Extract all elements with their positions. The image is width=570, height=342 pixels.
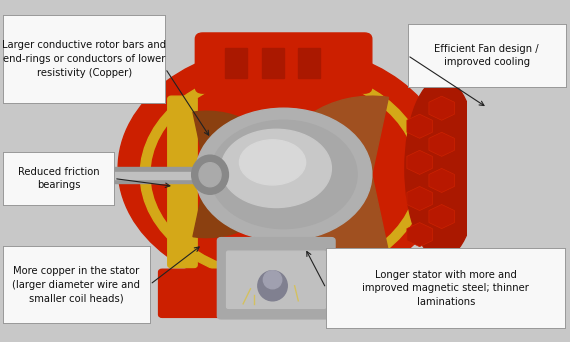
FancyBboxPatch shape bbox=[217, 238, 335, 319]
Wedge shape bbox=[276, 96, 388, 253]
FancyBboxPatch shape bbox=[227, 251, 326, 308]
Text: Efficient Fan design /
improved cooling: Efficient Fan design / improved cooling bbox=[434, 44, 539, 67]
FancyBboxPatch shape bbox=[196, 33, 372, 93]
Bar bbox=[262, 48, 284, 78]
Bar bbox=[56, 167, 210, 183]
FancyBboxPatch shape bbox=[168, 96, 197, 268]
Bar bbox=[56, 172, 210, 179]
Ellipse shape bbox=[210, 120, 357, 228]
Ellipse shape bbox=[221, 129, 331, 208]
Ellipse shape bbox=[151, 75, 416, 274]
Ellipse shape bbox=[140, 66, 427, 283]
Text: More copper in the stator
(larger diameter wire and
smaller coil heads): More copper in the stator (larger diamet… bbox=[13, 266, 140, 303]
Ellipse shape bbox=[118, 45, 449, 292]
Ellipse shape bbox=[258, 271, 287, 301]
Text: Larger conductive rotor bars and
end-rings or conductors of lower
resistivity (C: Larger conductive rotor bars and end-rin… bbox=[2, 40, 166, 78]
Ellipse shape bbox=[263, 271, 282, 289]
Text: Reduced friction
bearings: Reduced friction bearings bbox=[18, 167, 99, 190]
Wedge shape bbox=[193, 111, 284, 238]
Bar bbox=[225, 48, 247, 78]
Ellipse shape bbox=[199, 163, 221, 187]
Text: Longer stator with more and
improved magnetic steel; thinner
laminations: Longer stator with more and improved mag… bbox=[363, 269, 529, 307]
Wedge shape bbox=[247, 271, 320, 301]
Ellipse shape bbox=[196, 108, 372, 241]
Bar bbox=[298, 48, 320, 78]
Ellipse shape bbox=[192, 155, 229, 194]
FancyBboxPatch shape bbox=[158, 269, 221, 317]
Ellipse shape bbox=[239, 140, 306, 185]
Ellipse shape bbox=[405, 78, 478, 259]
